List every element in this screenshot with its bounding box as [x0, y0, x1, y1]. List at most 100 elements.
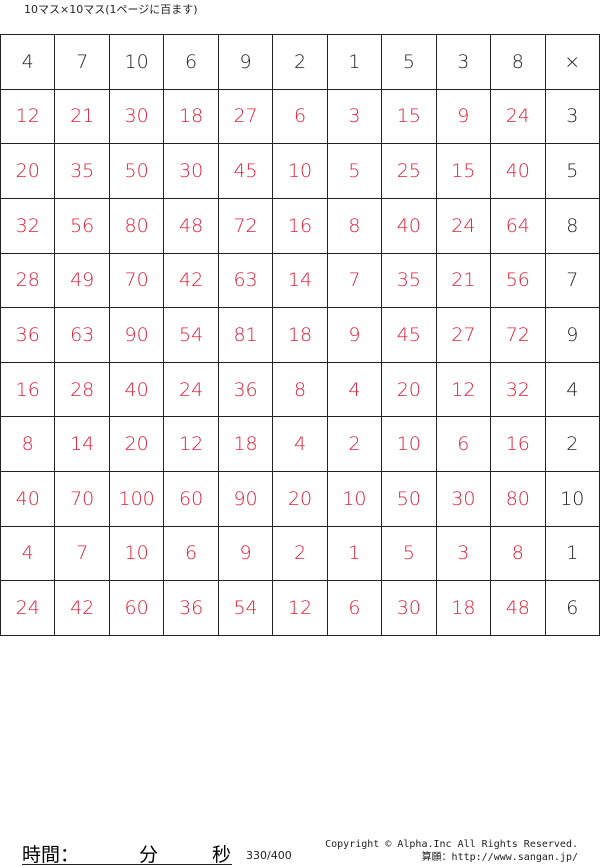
- answer-cell: 5: [326, 143, 383, 199]
- table-row: 28 49 70 42 63 14 7 35 21 56 7: [0, 252, 600, 309]
- answer-cell: 12: [163, 416, 219, 472]
- answer-cell: 8: [0, 416, 56, 472]
- header-cell: 3: [435, 34, 492, 90]
- minutes-label: 分: [139, 844, 159, 866]
- answer-cell: 42: [163, 252, 219, 309]
- table-row: 24 42 60 36 54 12 6 30 18 48 6: [0, 580, 600, 636]
- answer-cell: 50: [381, 471, 437, 527]
- table-row: 20 35 50 30 45 10 5 25 15 40 5: [0, 143, 600, 199]
- answer-cell: 32: [0, 197, 56, 254]
- seconds-label: 秒: [212, 844, 232, 866]
- answer-cell: 56: [490, 252, 546, 309]
- answer-cell: 10: [326, 471, 383, 527]
- answer-cell: 18: [217, 416, 274, 472]
- answer-cell: 90: [108, 307, 165, 363]
- answer-cell: 48: [490, 580, 546, 636]
- answer-cell: 20: [108, 416, 165, 472]
- answer-cell: 30: [381, 580, 437, 636]
- answer-cell: 40: [0, 471, 56, 527]
- answer-cell: 42: [54, 580, 110, 636]
- answer-cell: 54: [217, 580, 274, 636]
- header-cell: 2: [272, 34, 328, 90]
- answer-cell: 2: [272, 525, 328, 582]
- answer-cell: 6: [163, 525, 219, 582]
- answer-cell: 100: [108, 471, 165, 527]
- answer-cell: 28: [54, 361, 110, 418]
- answer-cell: 45: [381, 307, 437, 363]
- answer-cell: 48: [163, 197, 219, 254]
- answer-cell: 8: [326, 197, 383, 254]
- time-record: 時間： 分 秒: [22, 840, 232, 866]
- answer-cell: 10: [108, 525, 165, 582]
- answer-cell: 70: [108, 252, 165, 309]
- multiplier-cell: 8: [544, 197, 600, 254]
- answer-cell: 8: [272, 361, 328, 418]
- table-row: 12 21 30 18 27 6 3 15 9 24 3: [0, 88, 600, 145]
- answer-cell: 36: [0, 307, 56, 363]
- multiplier-cell: 4: [544, 361, 600, 418]
- answer-cell: 12: [0, 88, 56, 145]
- answer-cell: 20: [272, 471, 328, 527]
- answer-cell: 40: [490, 143, 546, 199]
- copyright: Copyright © Alpha.Inc All Rights Reserve…: [325, 839, 578, 850]
- answer-cell: 15: [381, 88, 437, 145]
- table-row: 8 14 20 12 18 4 2 10 6 16 2: [0, 416, 600, 472]
- answer-cell: 28: [0, 252, 56, 309]
- answer-cell: 64: [490, 197, 546, 254]
- answer-cell: 36: [217, 361, 274, 418]
- answer-cell: 24: [490, 88, 546, 145]
- answer-cell: 8: [490, 525, 546, 582]
- header-cell: 5: [381, 34, 437, 90]
- answer-cell: 63: [54, 307, 110, 363]
- answer-cell: 24: [163, 361, 219, 418]
- answer-cell: 20: [381, 361, 437, 418]
- answer-cell: 30: [163, 143, 219, 199]
- answer-cell: 6: [435, 416, 492, 472]
- answer-cell: 3: [326, 88, 383, 145]
- table-row: 16 28 40 24 36 8 4 20 12 32 4: [0, 361, 600, 418]
- answer-cell: 15: [435, 143, 492, 199]
- answer-cell: 18: [435, 580, 492, 636]
- multiplier-cell: 1: [544, 525, 600, 582]
- answer-cell: 20: [0, 143, 56, 199]
- answer-cell: 35: [54, 143, 110, 199]
- header-cell: 10: [108, 34, 165, 90]
- answer-cell: 18: [272, 307, 328, 363]
- multiplier-cell: 7: [544, 252, 600, 309]
- answer-cell: 7: [54, 525, 110, 582]
- multiplier-cell: 9: [544, 307, 600, 363]
- copyright-block: Copyright © Alpha.Inc All Rights Reserve…: [325, 838, 578, 864]
- answer-cell: 21: [435, 252, 492, 309]
- answer-cell: 12: [435, 361, 492, 418]
- multiplier-cell: 5: [544, 143, 600, 199]
- answer-cell: 6: [272, 88, 328, 145]
- answer-cell: 54: [163, 307, 219, 363]
- answer-cell: 6: [326, 580, 383, 636]
- table-row: 4 7 10 6 9 2 1 5 3 8 1: [0, 525, 600, 582]
- multiplication-grid: 4 7 10 6 9 2 1 5 3 8 × 12 21 30 18 27 6 3 15 9 24 3 20 35 50 30 45…: [0, 34, 600, 636]
- answer-cell: 40: [108, 361, 165, 418]
- time-label: 時間：: [22, 844, 80, 866]
- answer-cell: 24: [435, 197, 492, 254]
- page-count: 330/400: [246, 849, 292, 862]
- answer-cell: 3: [435, 525, 492, 582]
- multiplier-cell: 2: [544, 416, 600, 472]
- header-cell: 7: [54, 34, 110, 90]
- table-row: 40 70 100 60 90 20 10 50 30 80 10: [0, 471, 600, 527]
- answer-cell: 27: [435, 307, 492, 363]
- header-cell: 9: [217, 34, 274, 90]
- answer-cell: 80: [490, 471, 546, 527]
- answer-cell: 50: [108, 143, 165, 199]
- answer-cell: 30: [435, 471, 492, 527]
- answer-cell: 25: [381, 143, 437, 199]
- answer-cell: 9: [435, 88, 492, 145]
- answer-cell: 4: [326, 361, 383, 418]
- answer-cell: 81: [217, 307, 274, 363]
- answer-cell: 10: [272, 143, 328, 199]
- answer-cell: 32: [490, 361, 546, 418]
- answer-cell: 16: [272, 197, 328, 254]
- answer-cell: 72: [217, 197, 274, 254]
- header-cell: 4: [0, 34, 56, 90]
- answer-cell: 1: [326, 525, 383, 582]
- table-row: 36 63 90 54 81 18 9 45 27 72 9: [0, 307, 600, 363]
